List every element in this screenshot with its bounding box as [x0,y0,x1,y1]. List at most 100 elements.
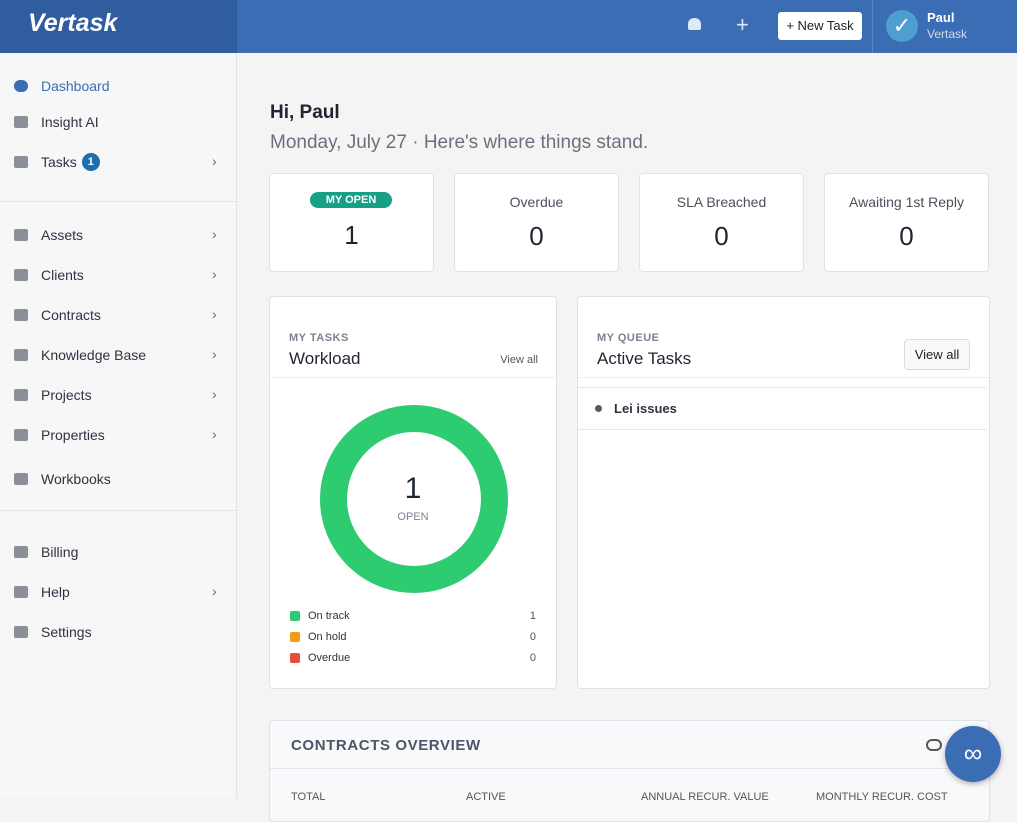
nav-icon [14,429,28,441]
legend-label: On hold [308,631,347,643]
stat-card[interactable]: MY OPEN 1 [269,173,434,272]
nav-icon [14,349,28,361]
nav-label: Clients [41,267,84,283]
nav-badge: 1 [81,153,100,171]
stat-value: 0 [899,221,914,251]
nav-icon [14,626,28,638]
nav-item[interactable]: Contracts [14,305,101,325]
divider [0,201,236,202]
chevron[interactable]: › [212,386,217,402]
greeting: Hi, Paul [270,102,340,123]
stat-value: 1 [344,220,359,250]
column-header: ACTIVE [466,791,506,803]
nav-item[interactable]: Workbooks [14,469,111,489]
nav-icon [14,156,28,168]
stat-card[interactable]: SLA Breached 0 [639,173,804,272]
brand[interactable]: Vertask [28,9,118,37]
stat-card[interactable]: Awaiting 1st Reply 0 [824,173,989,272]
avatar[interactable]: ✓ [886,10,918,42]
legend-label: On track [308,610,350,622]
nav-label: Projects [41,387,92,403]
nav-label: Help [41,584,70,600]
card-title: Workload [289,349,361,368]
divider [578,377,989,378]
chevron[interactable]: › [212,226,217,242]
nav-label: Dashboard [41,78,110,94]
eyebrow: MY QUEUE [597,332,660,344]
nav-item[interactable]: Dashboard [14,76,110,96]
workload-card: MY TASKS Workload View all 1 OPEN On tra… [269,296,557,689]
queue-item[interactable]: Lei issues [578,387,987,430]
legend-swatch [290,611,300,621]
new-task-button[interactable]: + New Task [778,12,862,40]
nav-item[interactable]: Insight AI [14,112,99,132]
nav-label: Billing [41,544,79,560]
stat-label: Overdue [509,194,564,210]
divider [270,377,556,378]
chevron[interactable]: › [212,583,217,599]
chevron[interactable]: › [212,306,217,322]
nav-icon [14,546,28,558]
card-title: Active Tasks [597,349,692,368]
nav-item[interactable]: Billing [14,542,78,562]
nav-label: Properties [41,427,105,443]
queue-card: MY QUEUE Active Tasks View all Lei issue… [577,296,990,689]
nav-item[interactable]: Clients [14,265,84,285]
contracts-card: CONTRACTS OVERVIEW TOTAL ACTIVE ANNUAL REC… [269,720,990,822]
nav-label: Assets [41,227,84,243]
legend-value: 0 [529,631,536,643]
stat-card[interactable]: Overdue 0 [454,173,619,272]
chevron[interactable]: › [212,346,217,362]
nav-label: Insight AI [41,114,99,130]
sidebar [0,53,237,798]
chevron[interactable]: › [212,426,217,442]
chevron[interactable]: › [212,266,217,282]
nav-icon [14,116,28,128]
stat-label: MY OPEN [310,192,392,208]
nav-item[interactable]: Knowledge Base [14,345,146,365]
status-dot [595,405,602,412]
queue-item-title: Lei issues [614,401,677,416]
nav-icon [14,229,28,241]
nav-icon [14,80,28,92]
view-all-link[interactable]: View all [500,354,538,366]
nav-item[interactable]: Tasks 1 [14,152,100,172]
stat-label: Awaiting 1st Reply [849,194,964,210]
column-header: ANNUAL RECUR. VALUE [641,791,769,803]
brand-area: Vertask [0,0,237,53]
chevron[interactable]: › [212,153,217,169]
nav-item[interactable]: Help [14,582,70,602]
stat-label: SLA Breached [676,194,767,210]
eyebrow: MY TASKS [289,332,349,344]
nav-icon [14,309,28,321]
donut-center-value: 1 [404,472,422,505]
nav-item[interactable]: Properties [14,425,105,445]
donut-segment [320,405,508,593]
view-all-button[interactable]: View all [904,339,970,370]
nav-icon [14,473,28,485]
nav-label: Knowledge Base [41,347,147,363]
nav-item[interactable]: Settings [14,622,92,642]
separator [872,0,873,53]
add-icon[interactable]: + [736,12,749,37]
divider [0,510,236,511]
nav-item[interactable]: Projects [14,385,92,405]
legend-swatch [290,653,300,663]
nav-icon [14,389,28,401]
nav-icon [14,586,28,598]
hide-icon[interactable] [926,739,942,751]
column-header: TOTAL [291,791,326,803]
legend-value: 1 [529,610,536,622]
legend-value: 0 [529,652,536,664]
nav-label: Contracts [41,307,101,323]
nav-item[interactable]: Assets [14,225,83,245]
insight-fab[interactable]: ∞ [945,726,1001,782]
stat-value: 0 [714,221,729,251]
user-name: Paul [927,10,955,25]
bell-icon[interactable] [688,18,701,30]
nav-label: Workbooks [41,471,111,487]
user-org: Vertask [927,27,968,41]
legend-label: Overdue [308,652,351,664]
legend-swatch [290,632,300,642]
